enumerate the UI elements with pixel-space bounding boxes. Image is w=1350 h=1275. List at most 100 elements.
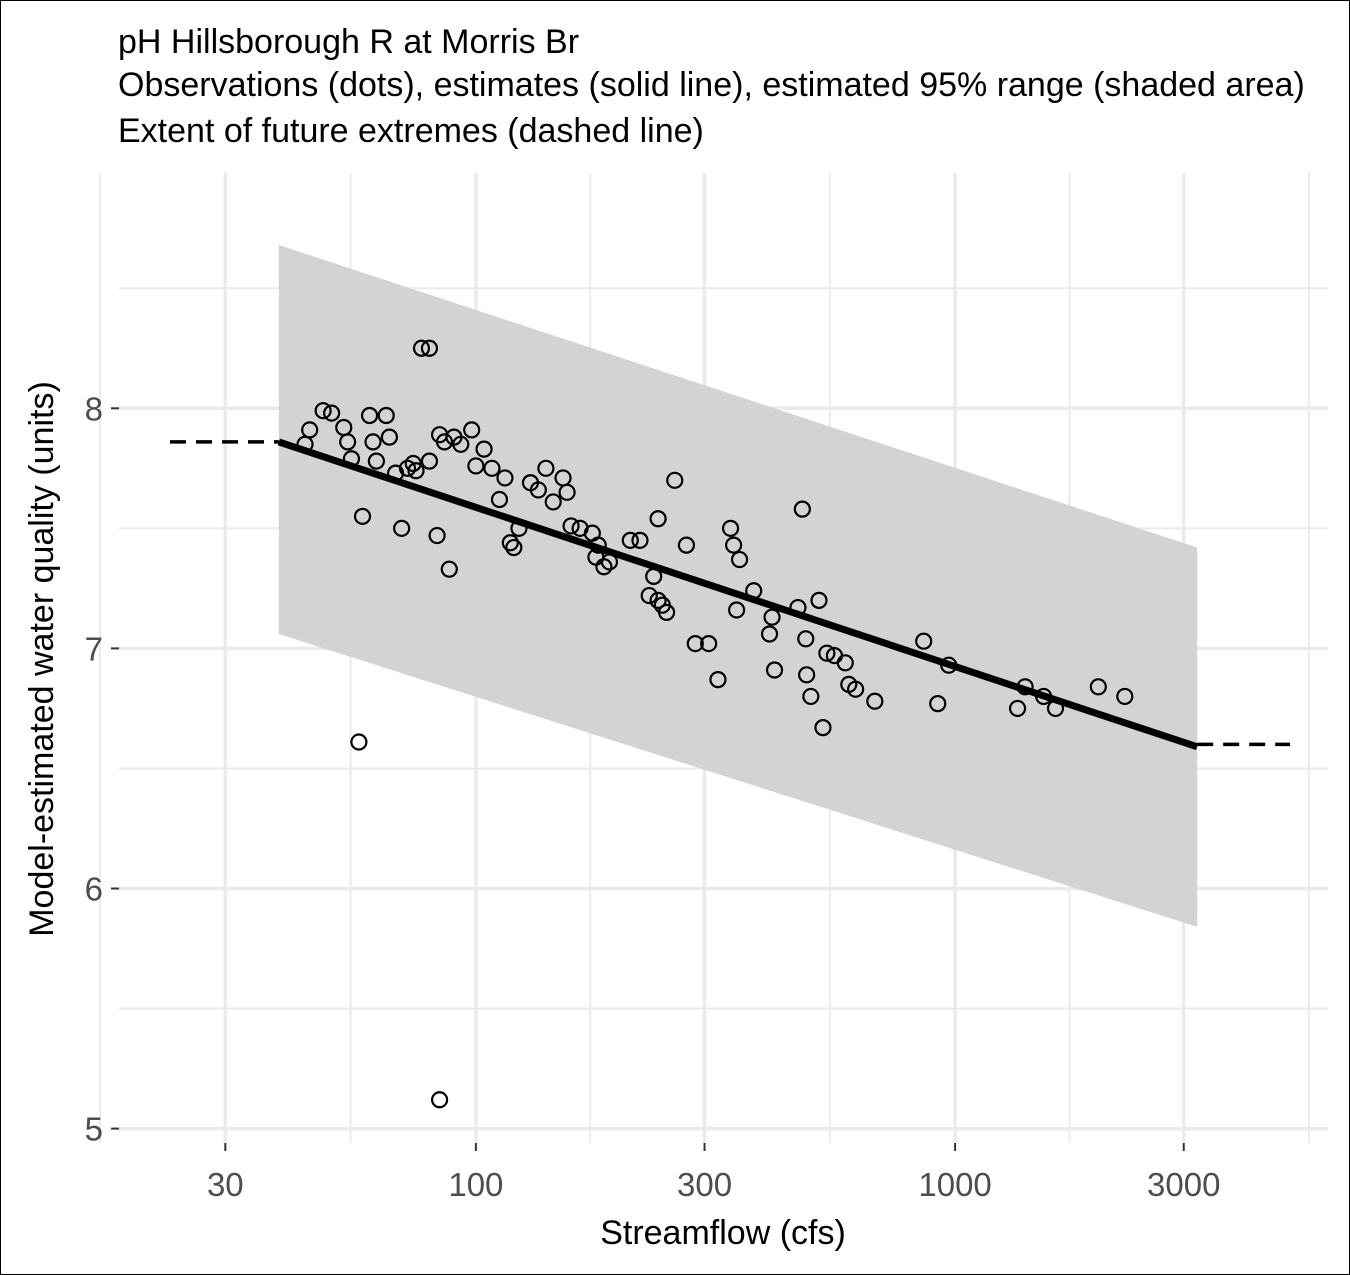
- observation-point: [407, 462, 425, 480]
- future-extremes-layer: [170, 440, 1291, 747]
- observation-point: [505, 538, 523, 557]
- observation-point: [1035, 687, 1053, 706]
- x-axis-ticks: 30 100 300 1000 3000: [207, 1143, 1220, 1203]
- observation-point: [463, 421, 481, 439]
- y-tick-label: 7: [85, 630, 103, 667]
- observation-point: [631, 531, 649, 549]
- observation-point: [760, 625, 779, 643]
- observation-point: [1089, 678, 1107, 696]
- estimate-line-layer: [277, 438, 1199, 751]
- x-tick-label: 30: [207, 1166, 244, 1203]
- observation-point: [412, 339, 431, 357]
- observation-point: [510, 519, 528, 537]
- observation-point: [496, 469, 514, 487]
- observation-point: [420, 452, 439, 470]
- observation-point: [793, 500, 811, 518]
- observation-point: [745, 582, 763, 600]
- observation-point: [940, 656, 958, 674]
- observation-point: [600, 553, 619, 571]
- observation-point: [728, 601, 746, 619]
- x-tick-label: 100: [448, 1166, 503, 1203]
- observation-point: [645, 567, 663, 585]
- range-band-layer: [278, 245, 1198, 927]
- observation-point: [649, 510, 667, 528]
- observation-point: [765, 661, 784, 679]
- observation-point: [558, 483, 576, 501]
- observation-point: [700, 634, 718, 653]
- observation-point: [666, 471, 684, 489]
- observation-point: [296, 435, 314, 453]
- observation-point: [814, 719, 832, 737]
- observation-point: [490, 490, 509, 509]
- observation-point: [789, 598, 807, 617]
- observation-point: [1016, 678, 1034, 696]
- observation-points: [296, 339, 1134, 1109]
- observation-point: [649, 591, 667, 609]
- observation-point: [350, 733, 368, 751]
- observation-point: [467, 457, 485, 475]
- observation-point: [430, 1091, 449, 1109]
- observation-point: [915, 632, 933, 650]
- observation-point: [521, 474, 540, 492]
- observation-point: [435, 433, 454, 451]
- y-tick-label: 8: [85, 390, 103, 427]
- observation-point: [393, 519, 411, 537]
- observation-point: [364, 433, 382, 451]
- observation-point: [1116, 687, 1134, 706]
- y-axis-title: Model-estimated water quality (units): [23, 381, 61, 937]
- observation-point: [452, 435, 470, 453]
- observation-point: [802, 687, 820, 706]
- chart-title: pH Hillsborough R at Morris Br: [118, 23, 580, 61]
- observation-point: [360, 406, 379, 425]
- observation-point: [501, 534, 519, 552]
- x-axis-title: Streamflow (cfs): [600, 1214, 846, 1252]
- x-tick-label: 1000: [918, 1166, 991, 1203]
- observation-point: [709, 671, 727, 689]
- observation-point: [562, 517, 580, 535]
- observation-point: [798, 666, 816, 684]
- x-tick-label: 3000: [1147, 1166, 1220, 1203]
- y-tick-label: 5: [85, 1111, 103, 1148]
- observation-point: [314, 402, 332, 420]
- observation-point: [810, 591, 828, 609]
- observation-point: [1008, 699, 1027, 718]
- observation-point: [367, 452, 385, 470]
- observation-point: [380, 428, 399, 446]
- observation-point: [1046, 699, 1065, 718]
- observation-point: [589, 536, 607, 554]
- observation-point: [929, 695, 947, 713]
- observation-point: [725, 536, 743, 554]
- observation-point: [377, 406, 395, 425]
- observation-point: [730, 550, 749, 569]
- estimate-line: [277, 438, 1199, 751]
- observation-point: [353, 507, 372, 525]
- observation-point: [483, 459, 501, 477]
- observation-point: [339, 433, 357, 451]
- range-band: [278, 245, 1198, 927]
- observation-point: [404, 454, 422, 473]
- observation-point: [797, 630, 815, 648]
- observation-point: [475, 440, 493, 458]
- observation-point: [677, 536, 696, 554]
- observation-point: [428, 526, 446, 545]
- observation-point: [398, 459, 417, 477]
- observation-point: [323, 404, 341, 422]
- observation-point: [440, 560, 458, 578]
- observation-point: [595, 558, 613, 576]
- observation-point: [640, 586, 658, 605]
- observation-point: [721, 519, 740, 537]
- y-axis-ticks: 5 6 7 8: [85, 390, 119, 1148]
- observation-point: [847, 680, 865, 698]
- observation-point: [621, 531, 639, 549]
- observation-point: [866, 692, 884, 710]
- y-tick-label: 6: [85, 870, 103, 907]
- observation-point: [818, 644, 836, 662]
- chart-caption: Extent of future extremes (dashed line): [118, 112, 704, 150]
- observation-point: [657, 603, 676, 621]
- chart-subtitle: Observations (dots), estimates (solid li…: [118, 66, 1305, 104]
- observation-point: [763, 608, 781, 626]
- observation-point: [420, 339, 439, 357]
- observation-point: [342, 450, 361, 468]
